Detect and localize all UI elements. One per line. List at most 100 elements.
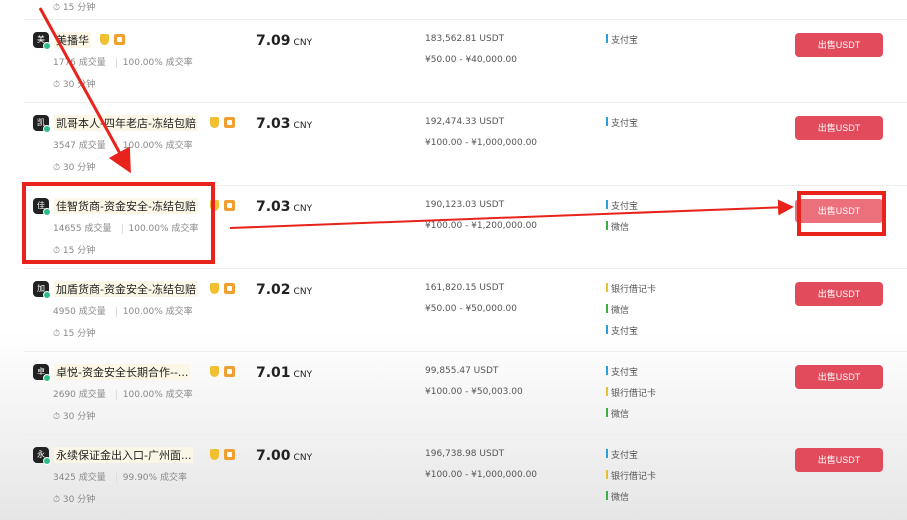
verified-badge-icon bbox=[210, 366, 219, 377]
payment-color-bar bbox=[606, 304, 608, 313]
price: 7.09 CNY bbox=[256, 33, 313, 49]
payment-method: 银行借记卡 bbox=[606, 282, 656, 303]
verified-badge-icon bbox=[100, 34, 109, 45]
table-row: 佳 佳智货商-资金安全-冻结包赔 14655 成交量 100.00% 成交率 ⏱ … bbox=[24, 185, 907, 268]
payment-time: ⏱ 30 分钟 bbox=[53, 163, 96, 173]
payment-methods: 支付宝 bbox=[606, 33, 638, 54]
clock-icon: ⏱ bbox=[53, 80, 63, 90]
merchant-badge-icon bbox=[224, 117, 235, 128]
clock-icon: ⏱ bbox=[53, 495, 63, 505]
sell-usdt-button[interactable]: 出售USDT bbox=[795, 365, 883, 389]
payment-methods: 支付宝 银行借记卡 微信 bbox=[606, 448, 656, 511]
price: 7.03 CNY bbox=[256, 116, 313, 132]
payment-method: 支付宝 bbox=[606, 199, 638, 220]
payment-color-bar bbox=[606, 449, 608, 458]
table-row: 凯 凯哥本人-四年老店-冻结包赔 3547 成交量 100.00% 成交率 ⏱ 3… bbox=[24, 102, 907, 185]
payment-time: ⏱ 15 分钟 bbox=[53, 246, 96, 256]
merchant-name[interactable]: 凯哥本人-四年老店-冻结包赔 bbox=[54, 115, 198, 131]
merchant-stats: 1776 成交量 100.00% 成交率 bbox=[53, 58, 193, 68]
merchant-name[interactable]: 佳智货商-资金安全-冻结包赔 bbox=[54, 198, 198, 214]
payment-time: ⏱ 30 分钟 bbox=[53, 412, 96, 422]
order-limit: ¥50.00 - ¥40,000.00 bbox=[425, 55, 517, 65]
merchant-stats: 4950 成交量 100.00% 成交率 bbox=[53, 307, 193, 317]
merchant-name[interactable]: 美播华 bbox=[54, 32, 91, 48]
available-amount: 190,123.03 USDT bbox=[425, 200, 505, 210]
merchant-badge-icon bbox=[224, 366, 235, 377]
avatar[interactable]: 凯 bbox=[33, 115, 51, 133]
payment-methods: 银行借记卡 微信 支付宝 bbox=[606, 282, 656, 345]
avatar[interactable]: 加 bbox=[33, 281, 51, 299]
payment-time: ⏱ 15 分钟 bbox=[53, 329, 96, 339]
available-amount: 99,855.47 USDT bbox=[425, 366, 499, 376]
order-limit: ¥100.00 - ¥1,000,000.00 bbox=[425, 470, 538, 480]
order-limit: ¥100.00 - ¥50,003.00 bbox=[425, 387, 523, 397]
sell-usdt-button[interactable]: 出售USDT bbox=[795, 448, 883, 472]
price: 7.02 CNY bbox=[256, 282, 313, 298]
sell-usdt-button[interactable]: 出售USDT bbox=[795, 116, 883, 140]
price: 7.00 CNY bbox=[256, 448, 313, 464]
payment-color-bar bbox=[606, 491, 608, 500]
payment-method: 微信 bbox=[606, 220, 638, 241]
payment-color-bar bbox=[606, 408, 608, 417]
avatar[interactable]: 佳 bbox=[33, 198, 51, 216]
sell-usdt-button[interactable]: 出售USDT bbox=[795, 282, 883, 306]
avatar[interactable]: 卓 bbox=[33, 364, 51, 382]
sell-usdt-button[interactable]: 出售USDT bbox=[795, 33, 883, 57]
merchant-badge-icon bbox=[224, 283, 235, 294]
merchant-stats: 2690 成交量 100.00% 成交率 bbox=[53, 390, 193, 400]
order-limit: ¥100.00 - ¥1,000,000.00 bbox=[425, 138, 538, 148]
payment-method: 支付宝 bbox=[606, 448, 656, 469]
merchant-badge-icon bbox=[114, 34, 125, 45]
available-amount: 183,562.81 USDT bbox=[425, 34, 505, 44]
avatar[interactable]: 永 bbox=[33, 447, 51, 465]
payment-method: 支付宝 bbox=[606, 33, 638, 54]
order-limit: ¥100.00 - ¥1,200,000.00 bbox=[425, 221, 538, 231]
payment-color-bar bbox=[606, 117, 608, 126]
merchant-badge-icon bbox=[224, 449, 235, 460]
merchant-name[interactable]: 永续保证金出入口-广州面... bbox=[54, 447, 194, 463]
merchant-stats: 3547 成交量 100.00% 成交率 bbox=[53, 141, 193, 151]
available-amount: 161,820.15 USDT bbox=[425, 283, 505, 293]
payment-methods: 支付宝 微信 bbox=[606, 199, 638, 241]
clock-icon: ⏱ bbox=[53, 412, 63, 422]
available-amount: 192,474.33 USDT bbox=[425, 117, 505, 127]
merchant-badge-icon bbox=[224, 200, 235, 211]
order-limit: ¥50.00 - ¥50,000.00 bbox=[425, 304, 517, 314]
payment-method: 银行借记卡 bbox=[606, 386, 656, 407]
payment-methods: 支付宝 bbox=[606, 116, 638, 137]
table-row: 美 美播华 1776 成交量 100.00% 成交率 ⏱ 30 分钟 7.09 CN… bbox=[24, 19, 907, 102]
payment-methods: 支付宝 银行借记卡 微信 bbox=[606, 365, 656, 428]
payment-time: ⏱ 30 分钟 bbox=[53, 80, 96, 90]
avatar[interactable]: 美 bbox=[33, 32, 51, 50]
price: 7.01 CNY bbox=[256, 365, 313, 381]
merchant-stats: 14655 成交量 100.00% 成交率 bbox=[53, 224, 199, 234]
payment-method: 微信 bbox=[606, 490, 656, 511]
payment-color-bar bbox=[606, 34, 608, 43]
available-amount: 196,738.98 USDT bbox=[425, 449, 505, 459]
payment-color-bar bbox=[606, 325, 608, 334]
payment-method: 微信 bbox=[606, 407, 656, 428]
payment-color-bar bbox=[606, 221, 608, 230]
merchant-name[interactable]: 加盾货商-资金安全-冻结包赔 bbox=[54, 281, 198, 297]
clock-icon: ⏱ bbox=[53, 246, 63, 256]
merchant-stats: 3425 成交量 99.90% 成交率 bbox=[53, 473, 187, 483]
payment-color-bar bbox=[606, 283, 608, 292]
merchant-name[interactable]: 卓悦-资金安全长期合作--... bbox=[54, 364, 191, 380]
verified-badge-icon bbox=[210, 117, 219, 128]
previous-row-time: ⏱ 15 分钟 bbox=[53, 3, 96, 13]
clock-icon: ⏱ bbox=[53, 329, 63, 339]
verified-badge-icon bbox=[210, 449, 219, 460]
table-row: 永 永续保证金出入口-广州面... 3425 成交量 99.90% 成交率 ⏱ 3… bbox=[24, 434, 907, 517]
payment-color-bar bbox=[606, 387, 608, 396]
sell-usdt-button[interactable]: 出售USDT bbox=[795, 199, 883, 223]
table-row: 卓 卓悦-资金安全长期合作--... 2690 成交量 100.00% 成交率 ⏱… bbox=[24, 351, 907, 434]
verified-badge-icon bbox=[210, 283, 219, 294]
payment-method: 支付宝 bbox=[606, 116, 638, 137]
payment-method: 支付宝 bbox=[606, 365, 656, 386]
payment-method: 支付宝 bbox=[606, 324, 656, 345]
payment-color-bar bbox=[606, 470, 608, 479]
clock-icon: ⏱ bbox=[53, 163, 63, 173]
verified-badge-icon bbox=[210, 200, 219, 211]
payment-method: 银行借记卡 bbox=[606, 469, 656, 490]
payment-color-bar bbox=[606, 200, 608, 209]
